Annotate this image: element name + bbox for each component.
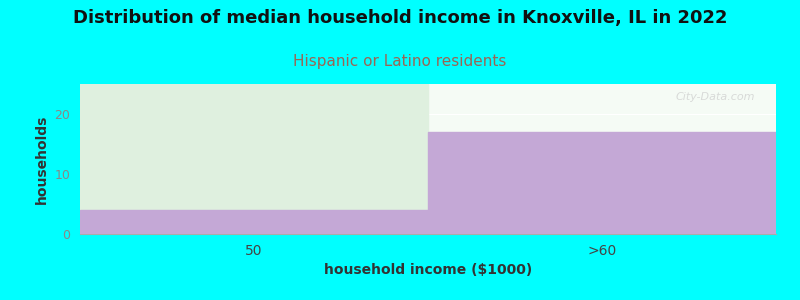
X-axis label: household income ($1000): household income ($1000) (324, 263, 532, 277)
Text: Hispanic or Latino residents: Hispanic or Latino residents (294, 54, 506, 69)
Bar (428, 132, 776, 234)
Text: Distribution of median household income in Knoxville, IL in 2022: Distribution of median household income … (73, 9, 727, 27)
Text: City-Data.com: City-Data.com (676, 92, 755, 101)
Y-axis label: households: households (35, 114, 49, 204)
Bar (80, 84, 428, 234)
Bar (80, 210, 428, 234)
